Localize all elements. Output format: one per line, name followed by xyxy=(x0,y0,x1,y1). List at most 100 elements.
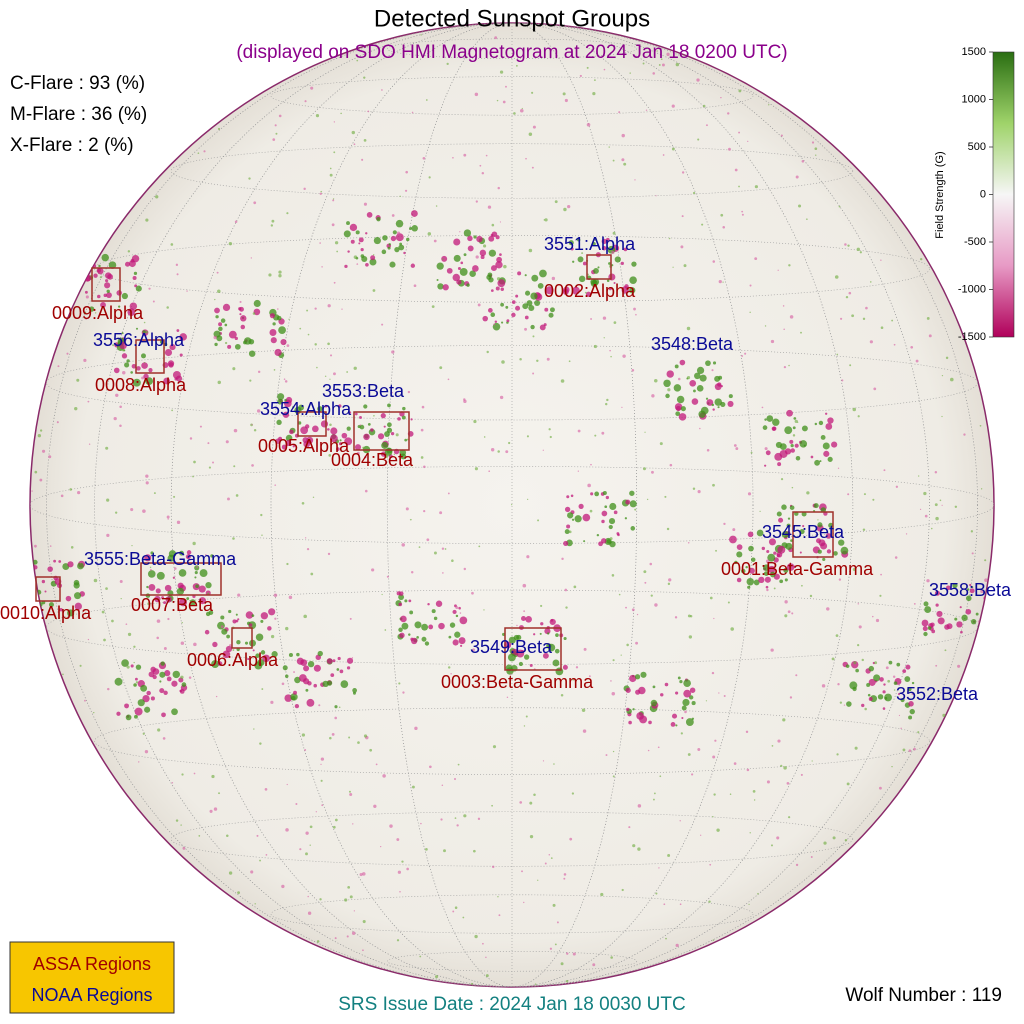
magnetic-speck xyxy=(668,578,672,582)
magnetic-speck xyxy=(205,587,207,589)
magnetic-feature xyxy=(131,363,137,369)
magnetic-feature xyxy=(888,660,893,665)
magnetic-speck xyxy=(265,854,268,856)
magnetic-speck xyxy=(429,765,432,769)
magnetic-speck xyxy=(181,621,183,624)
magnetic-speck xyxy=(180,824,182,826)
magnetic-feature xyxy=(53,559,57,563)
magnetic-speck xyxy=(720,96,722,99)
magnetic-feature xyxy=(756,529,764,537)
magnetic-feature xyxy=(33,565,38,570)
magnetic-speck xyxy=(880,259,882,261)
magnetic-feature xyxy=(965,595,972,602)
magnetic-speck xyxy=(452,156,454,159)
magnetic-speck xyxy=(396,838,400,841)
magnetic-speck xyxy=(286,783,288,786)
magnetic-feature xyxy=(141,353,146,359)
magnetic-speck xyxy=(523,901,525,904)
magnetic-feature xyxy=(820,542,828,550)
magnetic-feature xyxy=(317,650,323,657)
magnetic-speck xyxy=(584,291,587,294)
magnetic-feature xyxy=(364,456,367,459)
region-box xyxy=(140,562,222,596)
magnetic-speck xyxy=(784,600,788,604)
magnetic-feature xyxy=(524,315,529,320)
magnetic-feature xyxy=(104,282,111,289)
magnetic-feature xyxy=(570,494,574,498)
magnetic-speck xyxy=(481,171,485,175)
magnetic-feature xyxy=(650,699,658,707)
magnetic-feature xyxy=(88,306,95,312)
magnetic-speck xyxy=(681,171,685,174)
magnetic-feature xyxy=(164,584,172,592)
magnetic-speck xyxy=(399,890,401,893)
magnetic-feature xyxy=(793,417,797,420)
magnetic-speck xyxy=(657,746,660,749)
magnetic-speck xyxy=(699,427,701,430)
magnetic-feature xyxy=(84,290,88,294)
magnetic-feature xyxy=(779,443,787,451)
magnetic-speck xyxy=(568,530,572,534)
magnetic-feature xyxy=(163,601,167,605)
magnetic-feature xyxy=(921,619,929,627)
magnetic-feature xyxy=(828,522,834,528)
magnetic-speck xyxy=(687,541,690,544)
magnetic-feature xyxy=(93,273,98,278)
magnetic-feature xyxy=(776,511,782,517)
magnetic-speck xyxy=(301,733,306,737)
magnetic-feature xyxy=(629,287,636,294)
magnetic-speck xyxy=(600,892,604,897)
magnetic-speck xyxy=(622,354,626,358)
magnetic-speck xyxy=(679,903,682,906)
magnetic-speck xyxy=(629,72,631,74)
magnetic-feature xyxy=(596,533,600,537)
magnetic-speck xyxy=(456,824,459,827)
magnetic-speck xyxy=(806,218,808,220)
assa-label: 0009:Alpha xyxy=(52,303,144,323)
magnetic-speck xyxy=(645,109,648,111)
colorbar-scale xyxy=(992,51,1015,338)
magnetic-speck xyxy=(864,707,867,711)
magnetic-feature xyxy=(507,653,516,662)
magnetic-feature xyxy=(72,275,77,280)
magnetic-speck xyxy=(452,910,455,913)
magnetic-feature xyxy=(814,459,820,466)
magnetic-speck xyxy=(332,199,335,202)
magnetic-feature xyxy=(398,594,405,601)
magnetic-feature xyxy=(236,640,241,645)
magnetic-speck xyxy=(783,328,785,331)
magnetic-speck xyxy=(651,394,655,398)
magnetic-speck xyxy=(869,340,873,344)
magnetic-feature xyxy=(882,690,886,694)
magnetic-speck xyxy=(692,191,696,195)
magnetic-feature xyxy=(591,241,596,246)
magnetic-feature xyxy=(664,682,669,687)
magnetic-speck xyxy=(253,428,257,432)
magnetic-feature xyxy=(675,405,681,412)
magnetic-speck xyxy=(789,315,794,319)
magnetic-speck xyxy=(849,364,852,367)
magnetic-speck xyxy=(334,716,338,720)
magnetic-feature xyxy=(337,656,341,661)
magnetic-speck xyxy=(359,872,363,877)
magnetic-feature xyxy=(533,633,536,636)
magnetic-feature xyxy=(956,621,963,628)
magnetic-feature xyxy=(397,417,401,421)
magnetic-speck xyxy=(329,736,332,740)
magnetic-speck xyxy=(941,415,943,418)
magnetic-feature xyxy=(762,425,768,430)
magnetic-speck xyxy=(908,749,912,753)
magnetic-feature xyxy=(530,324,535,330)
magnetic-speck xyxy=(334,937,337,940)
magnetic-feature xyxy=(403,251,406,255)
magnetic-feature xyxy=(748,567,755,574)
magnetic-feature xyxy=(987,624,994,630)
magnetic-speck xyxy=(697,490,701,494)
magnetic-speck xyxy=(549,947,552,950)
magnetic-feature xyxy=(677,676,681,680)
magnetic-feature xyxy=(784,578,788,582)
magnetic-speck xyxy=(733,762,737,765)
magnetic-feature xyxy=(179,689,185,694)
magnetic-speck xyxy=(485,154,488,157)
magnetic-feature xyxy=(490,265,497,272)
